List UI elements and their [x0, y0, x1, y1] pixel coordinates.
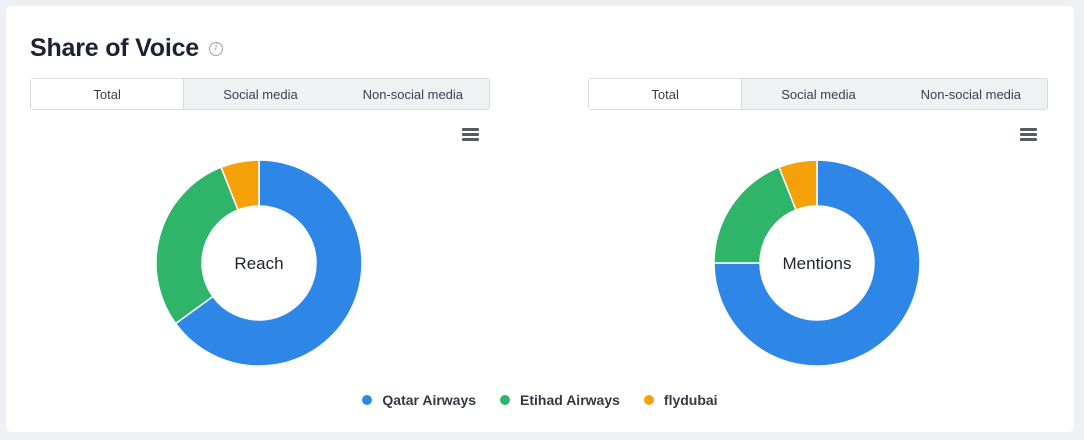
chart-legend: Qatar Airways Etihad Airways flydubai — [6, 392, 1074, 408]
tab-non-social-media[interactable]: Non-social media — [920, 86, 1022, 102]
hamburger-icon[interactable] — [1020, 128, 1037, 141]
donut-center-label: Reach — [234, 254, 283, 273]
legend-label: flydubai — [663, 392, 718, 408]
hamburger-icon[interactable] — [462, 128, 479, 141]
slice-qatar-airways[interactable] — [713, 159, 921, 367]
info-icon[interactable]: i — [209, 41, 224, 56]
legend-item[interactable]: flydubai — [643, 392, 718, 408]
tabs-mentions: Total Social media Non-social media — [588, 78, 1048, 110]
legend-item[interactable]: Qatar Airways — [362, 392, 476, 408]
reach-donut-chart: Reach — [155, 159, 363, 367]
donut-center-label: Mentions — [783, 254, 852, 273]
title-row: Share of Voice i — [30, 34, 224, 63]
legend-dot — [362, 395, 373, 405]
slice-flydubai[interactable] — [220, 159, 260, 211]
tab-non-social-media[interactable]: Non-social media — [362, 86, 464, 102]
mentions-donut-chart: Mentions — [713, 159, 921, 367]
legend-label: Qatar Airways — [382, 392, 477, 408]
slice-qatar-airways[interactable] — [174, 159, 363, 367]
tabs-reach: Total Social media Non-social media — [30, 78, 490, 110]
tab-total[interactable]: Total — [589, 79, 743, 109]
slice-flydubai[interactable] — [778, 159, 818, 211]
legend-dot — [643, 395, 654, 405]
page-title: Share of Voice — [30, 34, 200, 62]
tab-social-media[interactable]: Social media — [223, 86, 298, 102]
share-of-voice-card: Share of Voice i Total Social media Non-… — [6, 6, 1074, 432]
slice-etihad-airways[interactable] — [155, 166, 239, 325]
tab-total[interactable]: Total — [31, 79, 185, 109]
legend-dot — [500, 395, 511, 405]
legend-label: Etihad Airways — [520, 392, 620, 408]
slice-etihad-airways[interactable] — [713, 166, 797, 264]
tab-social-media[interactable]: Social media — [781, 86, 856, 102]
legend-item[interactable]: Etihad Airways — [500, 392, 620, 408]
